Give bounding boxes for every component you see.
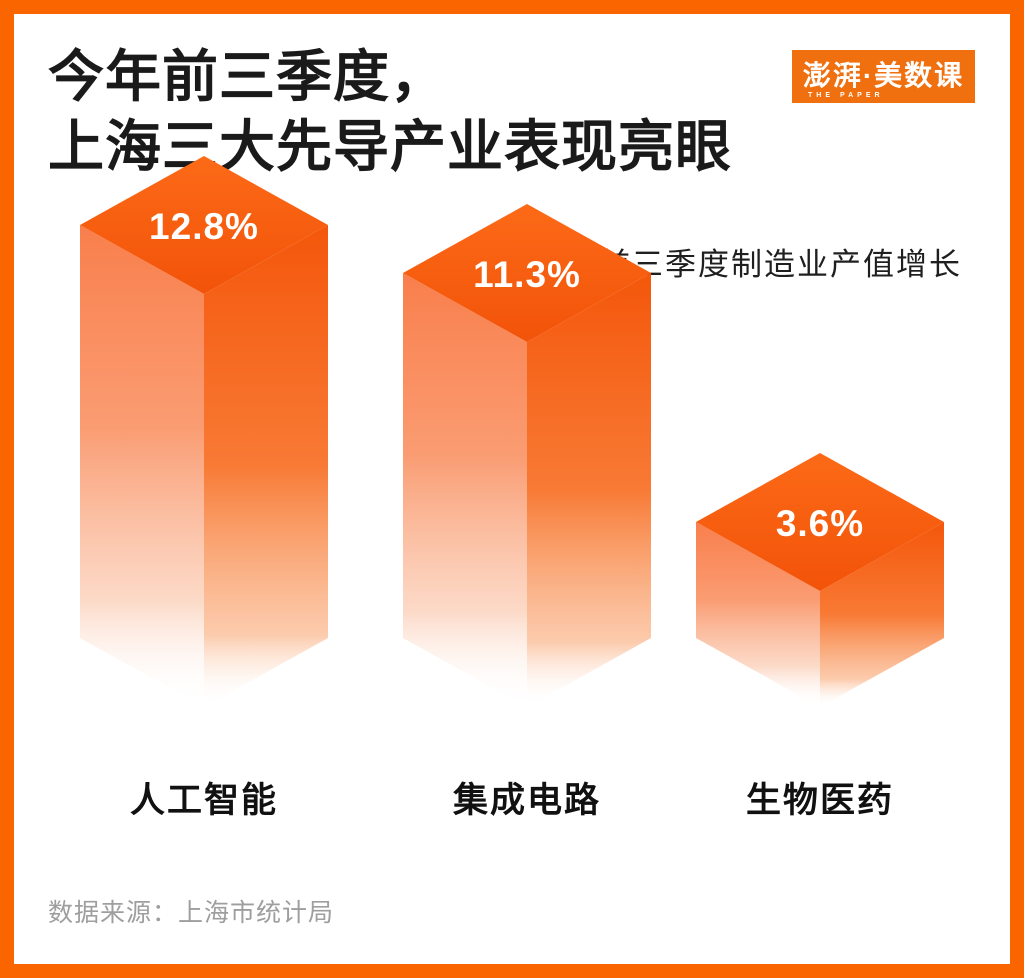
bar-right-face [527, 273, 651, 707]
isometric-bar-chart: 12.8% 人工智能 11.3% 集成电路 3.6% 生物医药 [14, 14, 1010, 964]
bar-category-label: 人工智能 [129, 781, 279, 820]
bar-top-face [403, 204, 651, 342]
bar-column-人工智能 [80, 156, 328, 707]
bar-value-label: 11.3% [473, 254, 581, 295]
bar-category-label: 集成电路 [452, 781, 602, 820]
page-title-line2: 上海三大先导产业表现亮眼 [48, 115, 732, 178]
bar-top-face [80, 156, 328, 294]
bar-right-face [204, 225, 328, 707]
logo-sub-text: THE PAPER [808, 92, 884, 99]
bar-value-label: 12.8% [149, 206, 259, 247]
bar-right-face [820, 522, 944, 707]
bar-column-集成电路 [403, 204, 651, 707]
bar-value-label: 3.6% [775, 503, 865, 544]
data-source: 数据来源：上海市统计局 [48, 899, 335, 927]
bar-left-face [80, 225, 204, 707]
bar-left-face [696, 522, 820, 707]
page-title: 今年前三季度， 上海三大先导产业表现亮眼 [48, 42, 732, 182]
page-title-line1: 今年前三季度， [48, 45, 447, 108]
thepaper-meishuke-logo: 澎湃·美数课 THE PAPER [792, 50, 975, 103]
bar-column-生物医药 [696, 453, 944, 707]
bar-category-label: 生物医药 [745, 781, 895, 820]
logo-main-text: 澎湃·美数课 [802, 59, 965, 91]
bar-left-face [403, 273, 527, 707]
bar-top-face [696, 453, 944, 591]
